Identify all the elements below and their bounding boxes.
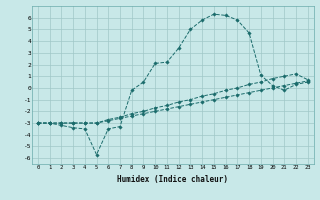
X-axis label: Humidex (Indice chaleur): Humidex (Indice chaleur) [117,175,228,184]
